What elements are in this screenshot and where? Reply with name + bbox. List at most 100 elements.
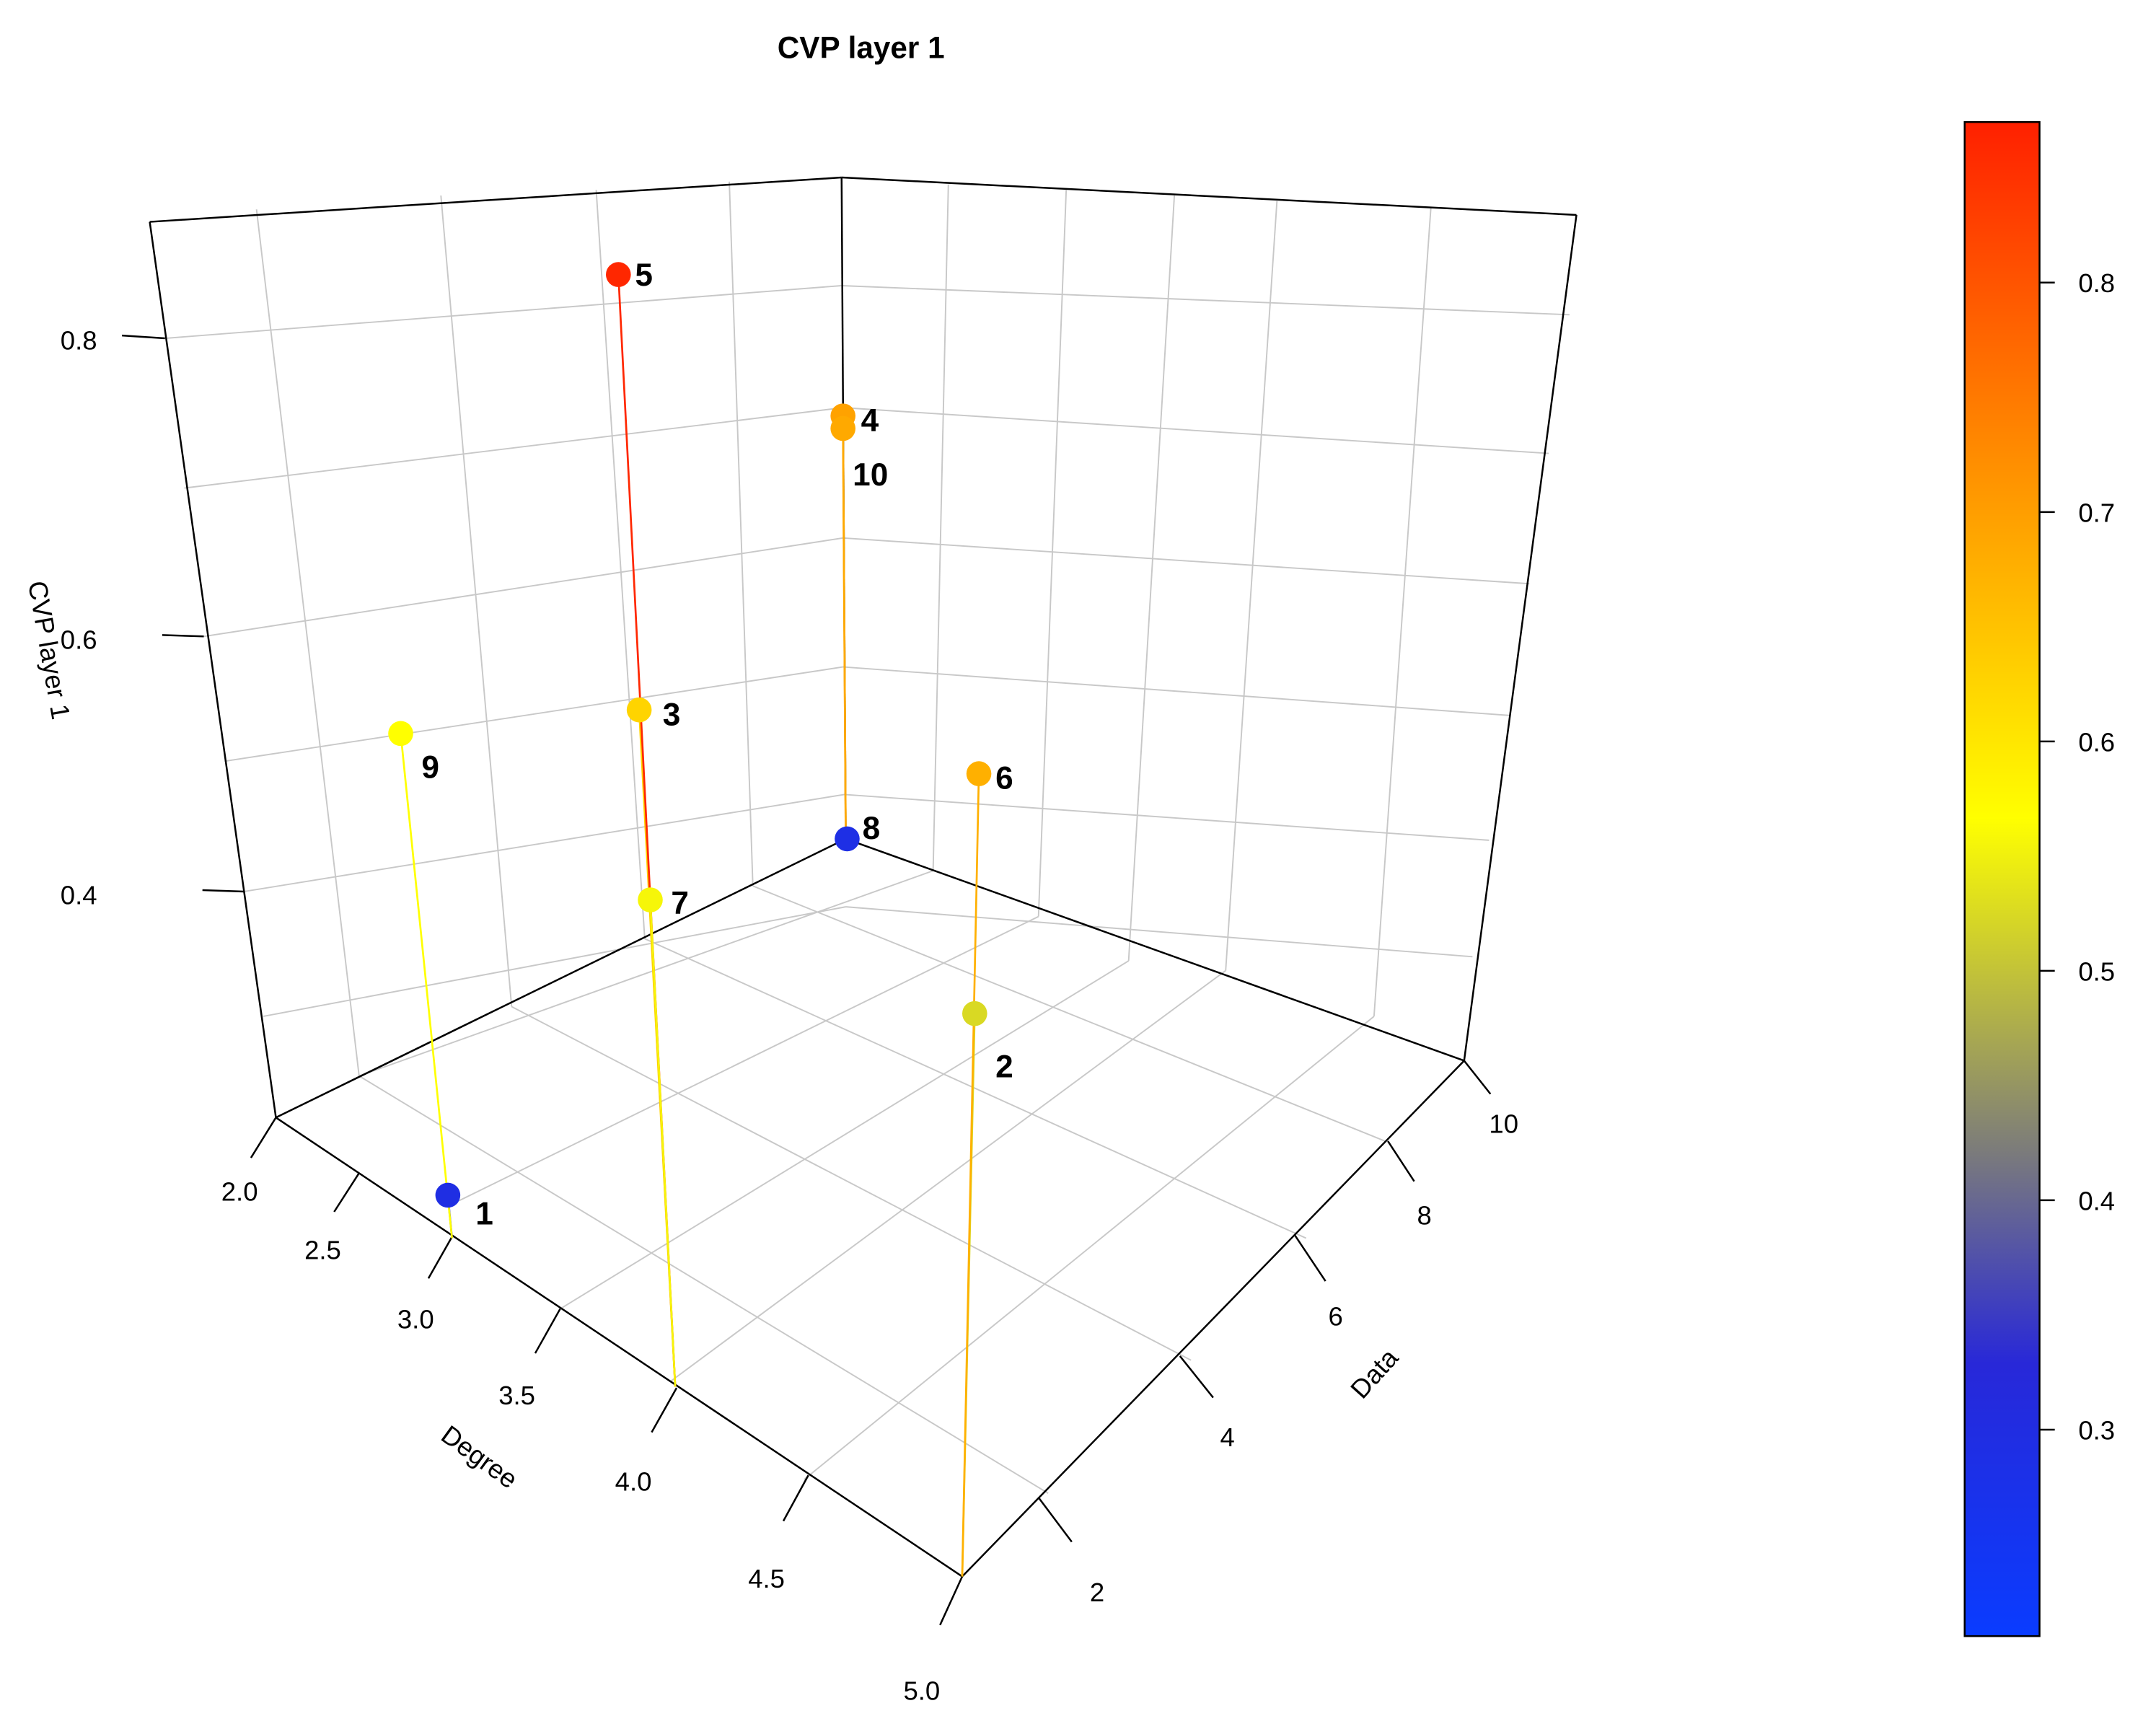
x-tick [534,1308,561,1354]
point-label: 1 [475,1196,493,1231]
stem-line [842,428,847,839]
colorbar: 0.3 0.4 0.5 0.6 0.7 0.8 [1963,120,2115,1637]
z-tick [202,889,245,893]
y-tick-label: 2 [1090,1578,1104,1607]
y-tick [1294,1234,1326,1282]
box-edge [1463,214,1578,1061]
z-tick [122,334,165,340]
colorbar-tick-label: 0.3 [2078,1415,2115,1445]
point-label: 9 [421,749,439,785]
box-edge [845,837,1465,1062]
x-tick-label: 2.5 [304,1235,341,1264]
point-label: 10 [853,457,888,493]
point-label: 6 [995,761,1013,796]
gridline [1225,201,1278,971]
chart-title: CVP layer 1 [778,31,945,65]
gridline [804,1016,1375,1480]
y-tick-label: 4 [1220,1422,1235,1452]
gridline [1127,195,1176,962]
data-point [605,262,631,287]
y-tick [1463,1060,1492,1095]
x-axis-label: Degree [436,1420,523,1495]
z-tick [162,634,204,638]
point-label: 8 [863,811,881,846]
gridline [729,181,754,887]
gridline [224,666,843,762]
x-tick [939,1576,964,1626]
z-tick-label: 0.4 [61,880,97,910]
gridline [184,407,843,489]
data-point [966,761,992,786]
y-tick-label: 8 [1417,1200,1431,1230]
y-tick-label: 6 [1328,1302,1342,1332]
x-tick [651,1387,678,1433]
data-point [830,415,855,441]
stem-line [961,773,980,1577]
colorbar-tick-label: 0.5 [2078,956,2115,986]
data-point [962,1000,987,1026]
gridline [263,906,846,1017]
colorbar-gradient [1963,120,2041,1637]
box-edge [275,1117,963,1578]
gridline [644,938,1307,1239]
gridline [458,915,1039,1202]
gridline [932,184,949,871]
colorbar-tick-label: 0.7 [2078,498,2115,527]
x-tick [782,1474,809,1522]
data-point [626,697,652,723]
x-tick-label: 4.0 [615,1466,652,1496]
data-point [435,1182,461,1208]
colorbar-tick-label: 0.8 [2078,268,2115,298]
stems [400,274,980,1577]
y-tick-label: 10 [1489,1109,1518,1138]
box-edge [962,1060,1465,1578]
x-tick [250,1117,277,1158]
gridline [845,906,1473,958]
gridline [255,209,360,1076]
gridline [842,537,1530,585]
box-edge [275,837,847,1119]
gridline [844,793,1490,841]
gridline [752,885,1386,1142]
point-label: 7 [671,886,689,921]
gridline [511,1006,1192,1361]
gridline [358,870,933,1077]
data-point [388,721,413,747]
gridline [244,793,845,892]
x-tick-label: 4.5 [748,1564,785,1593]
gridline [440,195,513,1007]
gridline [1037,190,1068,917]
x-tick-label: 5.0 [903,1676,940,1706]
x-tick-label: 3.0 [397,1304,434,1334]
point-label: 4 [861,403,879,439]
box-edge [841,176,1577,216]
gridline [841,285,1570,316]
gridline [1373,208,1432,1017]
point-label: 2 [995,1050,1013,1085]
colorbar-ticks: 0.3 0.4 0.5 0.6 0.7 0.8 [2039,268,2115,1445]
y-tick [1179,1355,1214,1399]
gridline [670,969,1226,1382]
x-tick [333,1172,360,1213]
box-edge [149,221,277,1118]
x-tick-label: 3.5 [498,1381,535,1410]
gridline [358,1075,1049,1495]
z-tick-label: 0.8 [61,325,97,355]
colorbar-tick-label: 0.6 [2078,727,2115,757]
ticks [122,334,1492,1626]
z-tick-label: 0.6 [61,625,97,655]
point-label: 5 [635,258,653,293]
x-tick [427,1236,453,1279]
gridline [203,537,843,638]
gridline [842,407,1549,454]
box-edge [149,176,842,223]
points: 1 2 3 4 5 6 7 8 9 10 [388,258,1013,1231]
y-axis-label: Data [1345,1342,1404,1404]
stem-line [400,733,453,1239]
axis-box [149,176,1578,1578]
y-tick [1037,1497,1073,1543]
y-tick [1387,1140,1415,1182]
data-point [835,826,860,852]
gridline [164,285,842,339]
